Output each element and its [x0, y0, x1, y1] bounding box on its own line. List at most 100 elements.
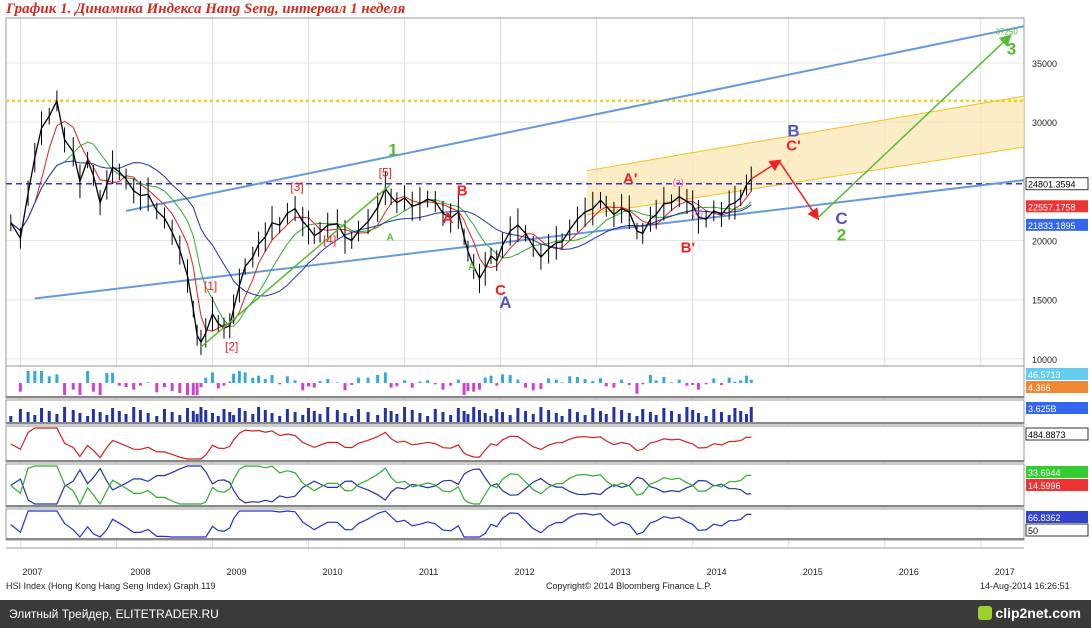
macd-bar: [111, 373, 115, 383]
macd-bar: [489, 375, 493, 383]
y-tick-label: 35000: [1032, 59, 1057, 69]
target-label: 37250: [996, 27, 1019, 36]
volume-bar: [146, 413, 150, 422]
volume-bar: [466, 414, 470, 422]
volume-bar: [604, 414, 608, 422]
macd-bar: [508, 375, 512, 383]
x-axis: 2007 2008 2009 2010 2011 2012 2013 2014 2015 2016…: [6, 547, 1024, 577]
macd-bar: [472, 383, 476, 392]
macd-bar: [312, 383, 316, 388]
x-tick-label: 2015: [803, 567, 823, 577]
volume-bar: [583, 415, 587, 422]
volume-bar: [433, 409, 437, 422]
volume-bar: [98, 412, 102, 422]
macd-bar: [441, 383, 445, 390]
wave-label: A: [387, 233, 394, 244]
volume-bar: [662, 408, 666, 422]
volume-bar: [216, 416, 220, 422]
macd-bar: [257, 375, 261, 383]
wave-label: B: [457, 183, 468, 200]
volume-bar: [318, 414, 322, 422]
macd-bar: [547, 378, 551, 383]
wave-label: B': [681, 239, 695, 256]
volume-bar: [186, 408, 190, 422]
volume-bar: [462, 411, 466, 422]
target-channel-lower: [586, 146, 1025, 215]
x-tick-label: 2011: [419, 567, 438, 577]
macd-bar: [71, 383, 75, 390]
panel-frame-3: [5, 463, 1025, 508]
y-tick-label: 20000: [1032, 237, 1057, 247]
volume-bar: [389, 411, 393, 422]
macd-bar: [26, 371, 30, 383]
volume-bar: [124, 414, 128, 422]
macd-bar: [47, 376, 51, 383]
clip2net-icon: [978, 606, 993, 620]
y-tick-label: 15000: [1032, 296, 1057, 306]
wave-label: C': [786, 138, 800, 155]
macd-bar: [612, 383, 616, 388]
macd-bar: [78, 383, 82, 395]
x-tick-label: 2010: [323, 567, 343, 577]
macd-bar: [307, 383, 311, 387]
price-series: [10, 90, 752, 355]
clip2net-text: clip2net.com: [995, 605, 1081, 621]
volume-bar: [426, 416, 430, 422]
volume-bar: [9, 416, 13, 422]
x-tick-label: 2017: [995, 567, 1015, 577]
y-tick-label: 10000: [1032, 355, 1057, 365]
projection-wave-2: [778, 160, 820, 221]
volume-bar: [696, 413, 700, 422]
macd-bar: [162, 383, 166, 387]
panel-value-box: [1026, 402, 1088, 414]
macd-bar: [635, 383, 639, 394]
macd-bar: [466, 383, 470, 391]
horizontal-levels: [6, 99, 1024, 185]
volume-bar: [195, 414, 199, 422]
macd-bar: [662, 377, 666, 383]
panel-value-box: [1026, 466, 1088, 478]
ma-long-line: [10, 160, 752, 297]
wave-label: A: [468, 262, 475, 273]
target-channel: [586, 95, 1025, 215]
x-tick-label: 2009: [226, 567, 246, 577]
macd-bar: [232, 373, 236, 383]
volume-bar: [111, 408, 115, 422]
macd-bar: [105, 373, 109, 383]
dmi-plus-line: [10, 465, 752, 506]
wave-label: C: [835, 209, 847, 228]
wave-label: 1: [388, 140, 397, 159]
volume-bar: [727, 415, 731, 422]
dmi-minus-line: [10, 465, 752, 505]
macd-bar: [598, 378, 602, 383]
volume-bar: [670, 411, 674, 422]
macd-bar: [117, 383, 121, 386]
volume-bar: [612, 407, 616, 422]
plot-frame: [5, 17, 1025, 367]
macd-bar: [356, 377, 360, 383]
macd-bar: [63, 383, 67, 395]
right-label: 24801.3594: [1028, 180, 1076, 190]
volume-bar: [222, 409, 226, 422]
volume-bar: [228, 412, 232, 422]
wave-label: [2]: [225, 340, 238, 354]
macd-bar: [575, 377, 579, 383]
macd-bar: [524, 383, 528, 388]
macd-bar: [696, 383, 700, 390]
macd-bar: [739, 380, 743, 383]
volume-bar: [575, 412, 579, 422]
panel-divider-3: [6, 505, 1024, 507]
macd-bar: [132, 383, 136, 390]
volume-bar: [641, 409, 645, 422]
volume-bar: [635, 416, 639, 422]
macd-bar: [178, 383, 182, 393]
volume-bar: [91, 409, 95, 422]
volume-bar: [33, 415, 37, 422]
macd-bar: [124, 383, 128, 387]
macd-bar: [395, 383, 399, 387]
panel-divider-4: [6, 538, 1024, 540]
macd-bar: [33, 371, 37, 383]
volume-bar: [210, 413, 214, 422]
macd-bar: [191, 383, 195, 395]
volume-bar: [366, 412, 370, 422]
